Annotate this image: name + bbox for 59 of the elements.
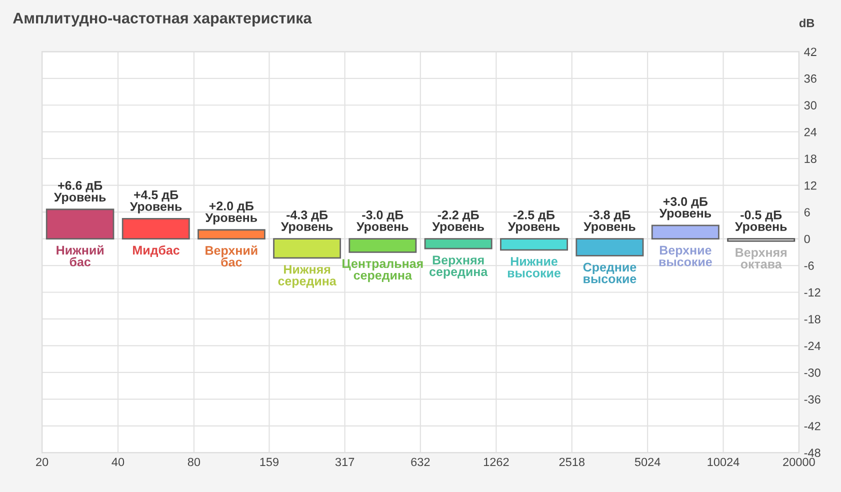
annotation: Средние высокие [583, 262, 636, 284]
bar [46, 208, 114, 240]
annotation: Нижняя середина [278, 265, 336, 288]
bar [424, 238, 492, 250]
y-tick-label: -12 [804, 288, 820, 297]
data-label: +4.5 дБ Уровень [130, 190, 182, 214]
bar [651, 224, 720, 240]
data-label: -3.0 дБ Уровень [356, 210, 408, 234]
x-tick-label: 20 [36, 458, 48, 466]
chart-title: Амплитудно-частотная характеристика [12, 12, 312, 27]
bar [576, 238, 644, 256]
y-tick-label: 30 [804, 101, 816, 110]
annotation: Нижние высокие [508, 257, 560, 278]
y-tick-label: -48 [804, 448, 820, 458]
data-label: +2.0 дБ Уровень [205, 202, 258, 225]
annotation: Центральная середина [342, 259, 423, 282]
annotation: Верхняя середина [430, 256, 488, 279]
x-tick-label: 1262 [484, 458, 509, 466]
data-label: -0.5 дБ Уровень [734, 210, 787, 234]
bar [273, 238, 342, 259]
y-tick-label: -42 [804, 422, 820, 430]
x-tick-label: 317 [335, 458, 354, 466]
x-tick-label: 40 [112, 458, 124, 466]
bar [727, 238, 796, 242]
data-label: -4.3 дБ Уровень [280, 210, 333, 234]
annotation: Верхние высокие [659, 246, 712, 266]
data-label: +6.6 дБ Уровень [54, 181, 106, 204]
annotation: Верхняя октава [736, 248, 786, 269]
bar [122, 218, 190, 240]
data-label: +3.0 дБ Уровень [659, 197, 712, 220]
x-tick-label: 80 [188, 458, 200, 466]
y-tick-label: 36 [804, 74, 816, 83]
y-axis-title: dB [799, 18, 814, 28]
y-tick-label: 24 [804, 128, 817, 136]
data-label: -2.5 дБ Уровень [508, 210, 560, 234]
annotation: Мидбас [133, 245, 180, 258]
bar [348, 238, 417, 253]
annotation: Верхний бас [206, 245, 258, 267]
x-tick-label: 2518 [559, 458, 585, 466]
x-tick-label: 632 [411, 458, 430, 466]
y-tick-label: -30 [804, 368, 820, 377]
y-tick-label: -24 [804, 342, 821, 350]
annotation: Нижний бас [56, 245, 104, 266]
y-tick-label: -18 [804, 315, 820, 324]
y-tick-label: 6 [804, 208, 810, 216]
x-tick-label: 159 [260, 458, 279, 466]
data-label: -2.2 дБ Уровень [432, 210, 484, 234]
x-tick-label: 20000 [783, 458, 815, 466]
y-tick-label: -36 [804, 395, 820, 404]
data-label: -3.8 дБ Уровень [584, 210, 636, 234]
x-tick-label: 5024 [634, 458, 660, 466]
y-tick-label: 18 [804, 154, 816, 163]
x-tick-label: 10024 [708, 458, 740, 466]
y-tick-label: 42 [804, 48, 816, 56]
bar [198, 229, 266, 240]
y-tick-label: -6 [804, 262, 814, 270]
y-tick-label: 0 [804, 234, 810, 244]
y-tick-label: 12 [804, 181, 816, 190]
bar [500, 238, 568, 251]
